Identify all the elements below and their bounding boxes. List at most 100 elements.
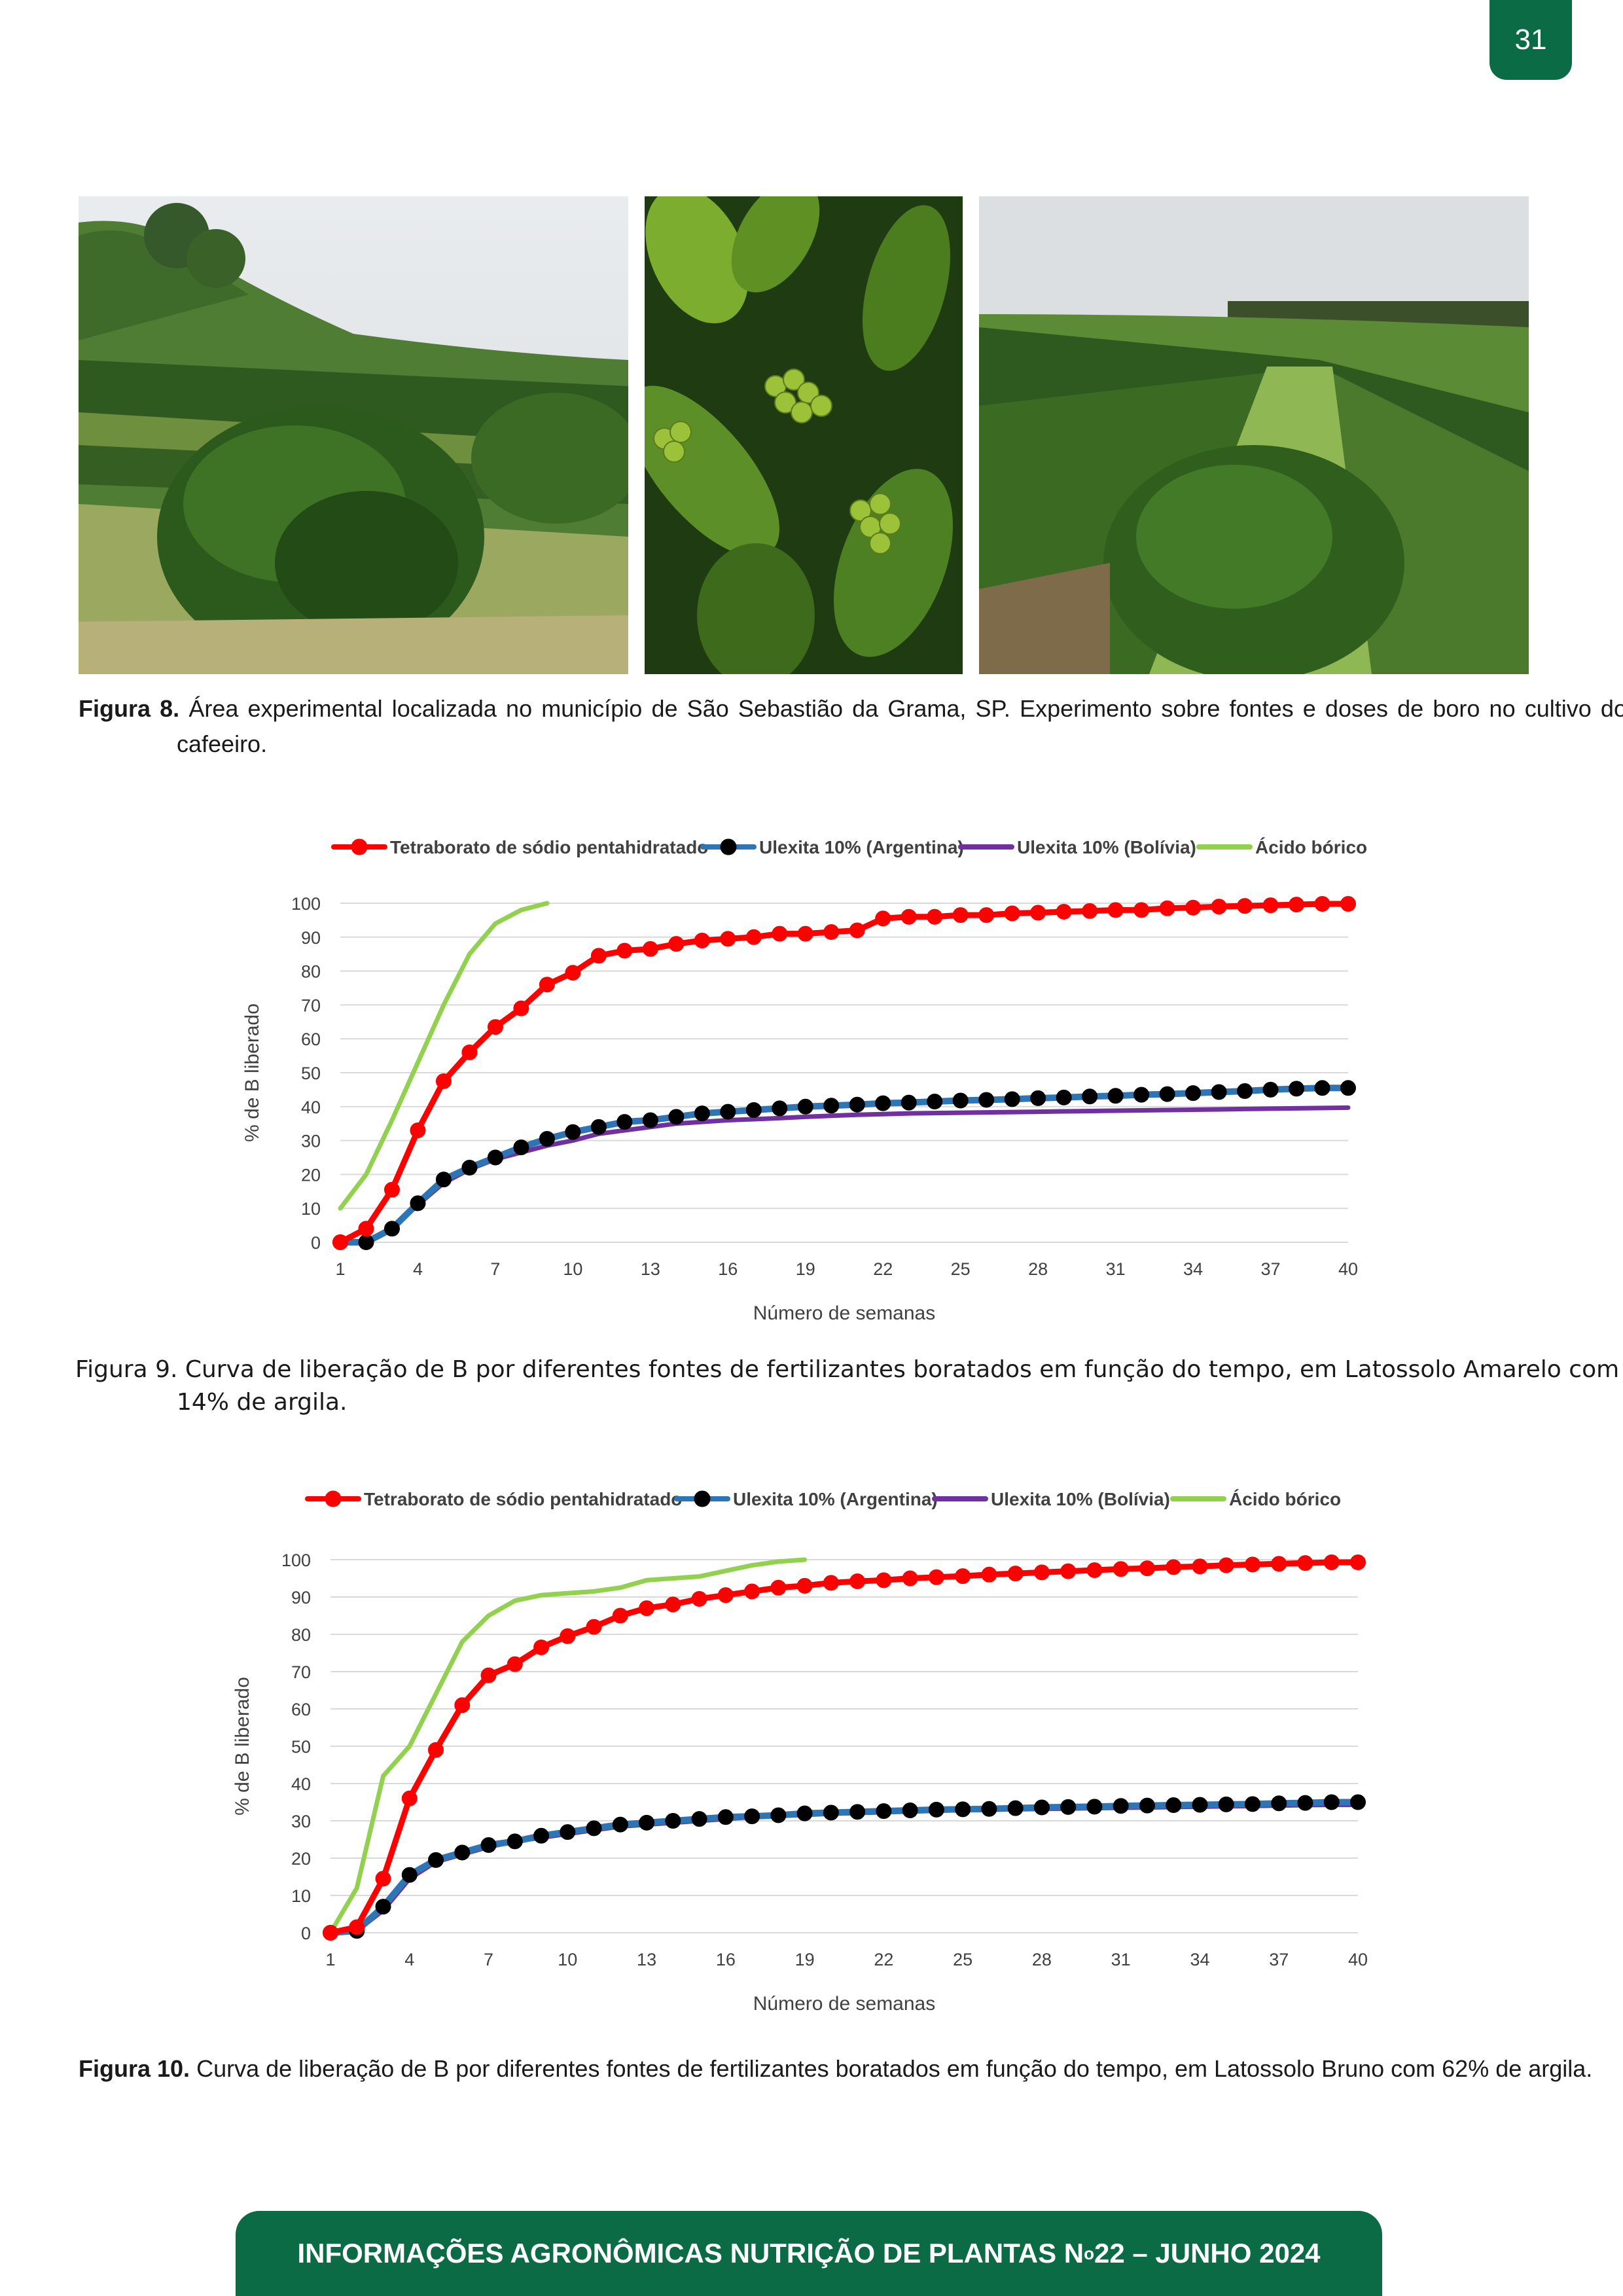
footer-banner: INFORMAÇÕES AGRONÔMICAS NUTRIÇÃO DE PLAN… [236, 2211, 1382, 2296]
data-point [612, 1607, 628, 1624]
y-tick-label: 70 [291, 1662, 311, 1682]
series-line [337, 1085, 1351, 1246]
legend-label: Ácido bórico [1229, 1489, 1341, 1509]
figure8-text: Área experimental localizada no municípi… [177, 695, 1623, 757]
data-point [981, 1801, 997, 1817]
data-point [927, 1094, 943, 1110]
data-point [1314, 896, 1330, 912]
x-tick-label: 19 [795, 1950, 815, 1969]
data-point [616, 942, 633, 959]
footer-issue: 22 – JUNHO 2024 [1094, 2238, 1321, 2269]
data-point [668, 1109, 685, 1125]
y-tick-label: 40 [301, 1098, 321, 1117]
data-point [454, 1844, 471, 1861]
data-point [410, 1122, 426, 1139]
series-line [338, 901, 550, 1211]
data-point [691, 1590, 707, 1607]
data-point [1139, 1560, 1155, 1577]
data-point [720, 931, 736, 947]
data-point [1289, 1081, 1305, 1097]
data-point [1133, 1086, 1150, 1103]
photo-coffee-field-hillside [79, 196, 628, 674]
data-point [797, 1098, 813, 1115]
data-point [849, 1096, 865, 1113]
figure10-label: Figura 10. [79, 2055, 190, 2082]
figure8-caption: Figura 8. Área experimental localizada n… [79, 691, 1623, 762]
data-point [480, 1667, 497, 1683]
y-axis-title: % de B liberado [241, 1003, 263, 1142]
data-point [1113, 1561, 1129, 1577]
data-point [435, 1172, 452, 1188]
x-tick-label: 25 [951, 1259, 971, 1279]
data-point [1166, 1797, 1182, 1814]
x-tick-label: 13 [641, 1259, 660, 1279]
data-point [513, 1000, 529, 1016]
data-point [507, 1656, 523, 1672]
data-point [955, 1801, 971, 1818]
y-tick-label: 60 [301, 1030, 321, 1049]
data-point [565, 965, 581, 981]
data-point [487, 1019, 503, 1035]
data-point [586, 1619, 602, 1635]
data-point [927, 908, 943, 925]
legend-label: Ácido bórico [1255, 837, 1367, 857]
data-point [401, 1867, 418, 1883]
data-point [1159, 1086, 1175, 1102]
data-point [1244, 1556, 1260, 1573]
x-tick-label: 4 [413, 1259, 423, 1279]
figure10-chart: 0 10 20 30 40 50 60 70 80 90 100 1 4 7 10 13 16 19 22 25 28 3… [223, 1473, 1414, 2042]
data-point [1139, 1797, 1155, 1814]
y-tick-label: 30 [301, 1132, 321, 1151]
x-tick-label: 28 [1028, 1259, 1048, 1279]
x-tick-label: 16 [716, 1950, 736, 1969]
data-point [876, 1572, 892, 1588]
data-point [1297, 1795, 1313, 1811]
series-line [328, 1557, 808, 1935]
y-tick-label: 30 [291, 1812, 311, 1831]
data-point [639, 1814, 655, 1831]
data-point [349, 1919, 365, 1935]
data-point [480, 1837, 497, 1854]
x-tick-label: 37 [1261, 1259, 1281, 1279]
data-point [1086, 1799, 1103, 1815]
legend-label: Ulexita 10% (Argentina) [759, 837, 964, 857]
data-point [642, 941, 658, 957]
y-tick-label: 0 [311, 1233, 321, 1253]
data-point [539, 1131, 555, 1147]
x-tick-label: 34 [1190, 1950, 1209, 1969]
data-point [1033, 1564, 1050, 1581]
data-point [1060, 1799, 1077, 1815]
data-point [978, 907, 995, 924]
data-point [875, 910, 891, 927]
data-point [639, 1600, 655, 1617]
y-tick-label: 90 [291, 1588, 311, 1607]
data-point [533, 1827, 550, 1844]
data-point [1244, 1796, 1260, 1812]
data-point [1107, 1088, 1124, 1104]
data-point [876, 1803, 892, 1820]
data-point [823, 1098, 840, 1114]
y-tick-label: 60 [291, 1700, 311, 1719]
data-point [952, 907, 969, 924]
data-point [694, 1105, 710, 1122]
data-point [1086, 1562, 1103, 1578]
x-tick-label: 22 [874, 1950, 893, 1969]
x-tick-label: 28 [1032, 1950, 1052, 1969]
data-point [1082, 1088, 1098, 1105]
data-point [770, 1579, 787, 1596]
data-point [1082, 903, 1098, 919]
data-point [401, 1790, 418, 1806]
data-point [375, 1871, 391, 1887]
x-axis-title: Número de semanas [753, 1993, 935, 2015]
x-tick-label: 19 [796, 1259, 815, 1279]
x-tick-label: 40 [1348, 1950, 1368, 1969]
data-point [1237, 1083, 1253, 1099]
data-point [717, 1587, 734, 1604]
data-point [720, 1103, 736, 1120]
data-point [1159, 900, 1175, 916]
figure9-caption: Figura 9. Curva de liberação de B por di… [75, 1356, 1620, 1416]
data-point [796, 1577, 813, 1594]
legend-marker [351, 838, 368, 855]
data-point [590, 948, 607, 964]
data-point [507, 1833, 523, 1850]
